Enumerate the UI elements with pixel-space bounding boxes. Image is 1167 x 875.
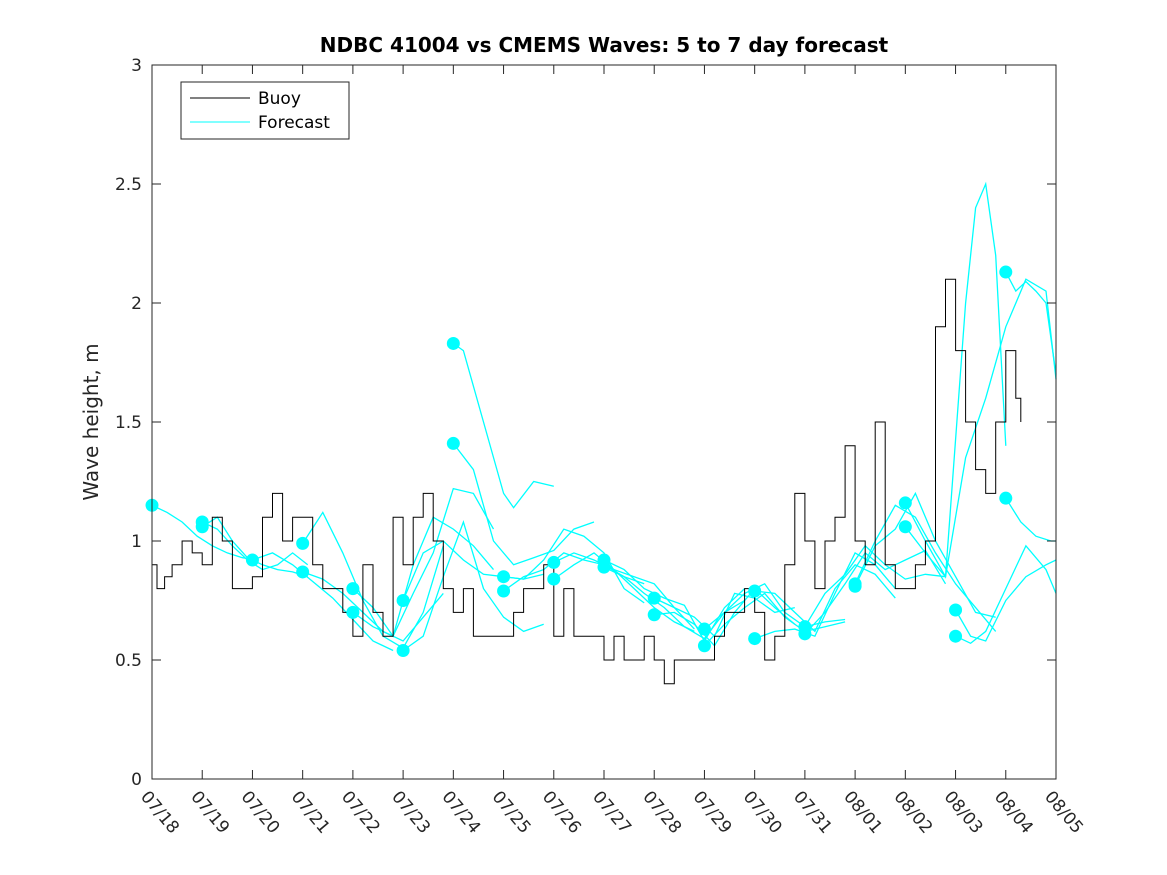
forecast-line-27	[854, 491, 996, 618]
forecast-start-marker-3	[245, 553, 259, 567]
buoy-series-group	[152, 278, 1022, 685]
forecast-start-marker-19	[647, 608, 661, 622]
forecast-line-10	[452, 342, 554, 509]
y-tick-label-5: 2.5	[115, 175, 142, 195]
forecast-start-marker-27	[848, 579, 862, 593]
forecast-line-23	[754, 551, 896, 640]
forecast-start-marker-25	[798, 627, 812, 641]
y-tick-label-6: 3	[131, 56, 142, 76]
forecast-start-marker-23	[748, 632, 762, 646]
forecast-start-marker-32	[999, 265, 1013, 279]
forecast-start-marker-31	[949, 629, 963, 643]
y-tick-label-1: 0.5	[115, 651, 142, 671]
forecast-start-markers	[145, 265, 1013, 657]
legend-box	[180, 81, 350, 140]
forecast-line-3	[252, 552, 394, 652]
forecast-line-0	[151, 504, 258, 561]
forecast-start-marker-8	[396, 594, 410, 607]
legend-label-buoy: Buoy	[258, 89, 301, 109]
forecast-line-15	[553, 552, 695, 630]
forecast-start-marker-11	[446, 436, 460, 450]
forecast-line-22	[754, 563, 896, 633]
forecast-start-marker-22	[748, 584, 762, 598]
forecast-line-21	[703, 592, 846, 647]
axes	[151, 64, 1057, 780]
forecast-start-marker-33	[999, 491, 1013, 505]
plot-area	[152, 65, 1056, 779]
y-tick-label-2: 1	[131, 532, 142, 552]
y-tick-label-4: 2	[131, 294, 142, 314]
forecast-start-marker-18	[647, 591, 661, 605]
forecast-start-marker-5	[296, 565, 310, 579]
forecast-line-26	[854, 504, 997, 632]
forecast-start-marker-9	[396, 643, 410, 657]
forecast-line-11	[452, 443, 595, 566]
forecast-start-marker-12	[497, 570, 511, 584]
forecast-line-16	[603, 559, 746, 643]
forecast-start-marker-14	[547, 555, 561, 569]
forecast-line-30	[955, 559, 1057, 642]
forecast-start-marker-29	[898, 520, 912, 534]
forecast-line-9	[402, 519, 544, 652]
y-axis-label: Wave height, m	[79, 343, 103, 500]
buoy-line	[152, 278, 1022, 685]
forecast-start-marker-28	[898, 496, 912, 510]
forecast-start-marker-20	[697, 622, 711, 636]
forecast-line-31	[955, 544, 1057, 645]
forecast-start-marker-2	[195, 520, 209, 534]
forecast-start-marker-10	[446, 336, 460, 350]
forecast-start-marker-21	[697, 639, 711, 653]
forecast-start-marker-17	[597, 560, 611, 574]
forecast-start-marker-6	[346, 582, 360, 596]
forecast-series-group	[151, 181, 1057, 652]
y-tick-label-3: 1.5	[115, 413, 142, 433]
forecast-start-marker-4	[296, 536, 310, 550]
forecast-line-5	[302, 571, 444, 642]
forecast-line-4	[302, 511, 444, 649]
forecast-line-29	[904, 278, 1057, 579]
forecast-line-28	[904, 181, 1007, 579]
forecast-line-14	[553, 552, 695, 632]
legend: Buoy Forecast	[180, 81, 350, 140]
forecast-start-marker-13	[497, 584, 511, 598]
forecast-start-marker-30	[949, 603, 963, 617]
chart-title: NDBC 41004 vs CMEMS Waves: 5 to 7 day fo…	[320, 33, 889, 57]
forecast-start-marker-15	[547, 572, 561, 586]
legend-label-forecast: Forecast	[258, 113, 330, 133]
forecast-line-32	[1005, 271, 1057, 375]
forecast-line-17	[603, 566, 745, 640]
forecast-start-marker-7	[346, 605, 360, 619]
y-tick-label-0: 0	[131, 770, 142, 790]
